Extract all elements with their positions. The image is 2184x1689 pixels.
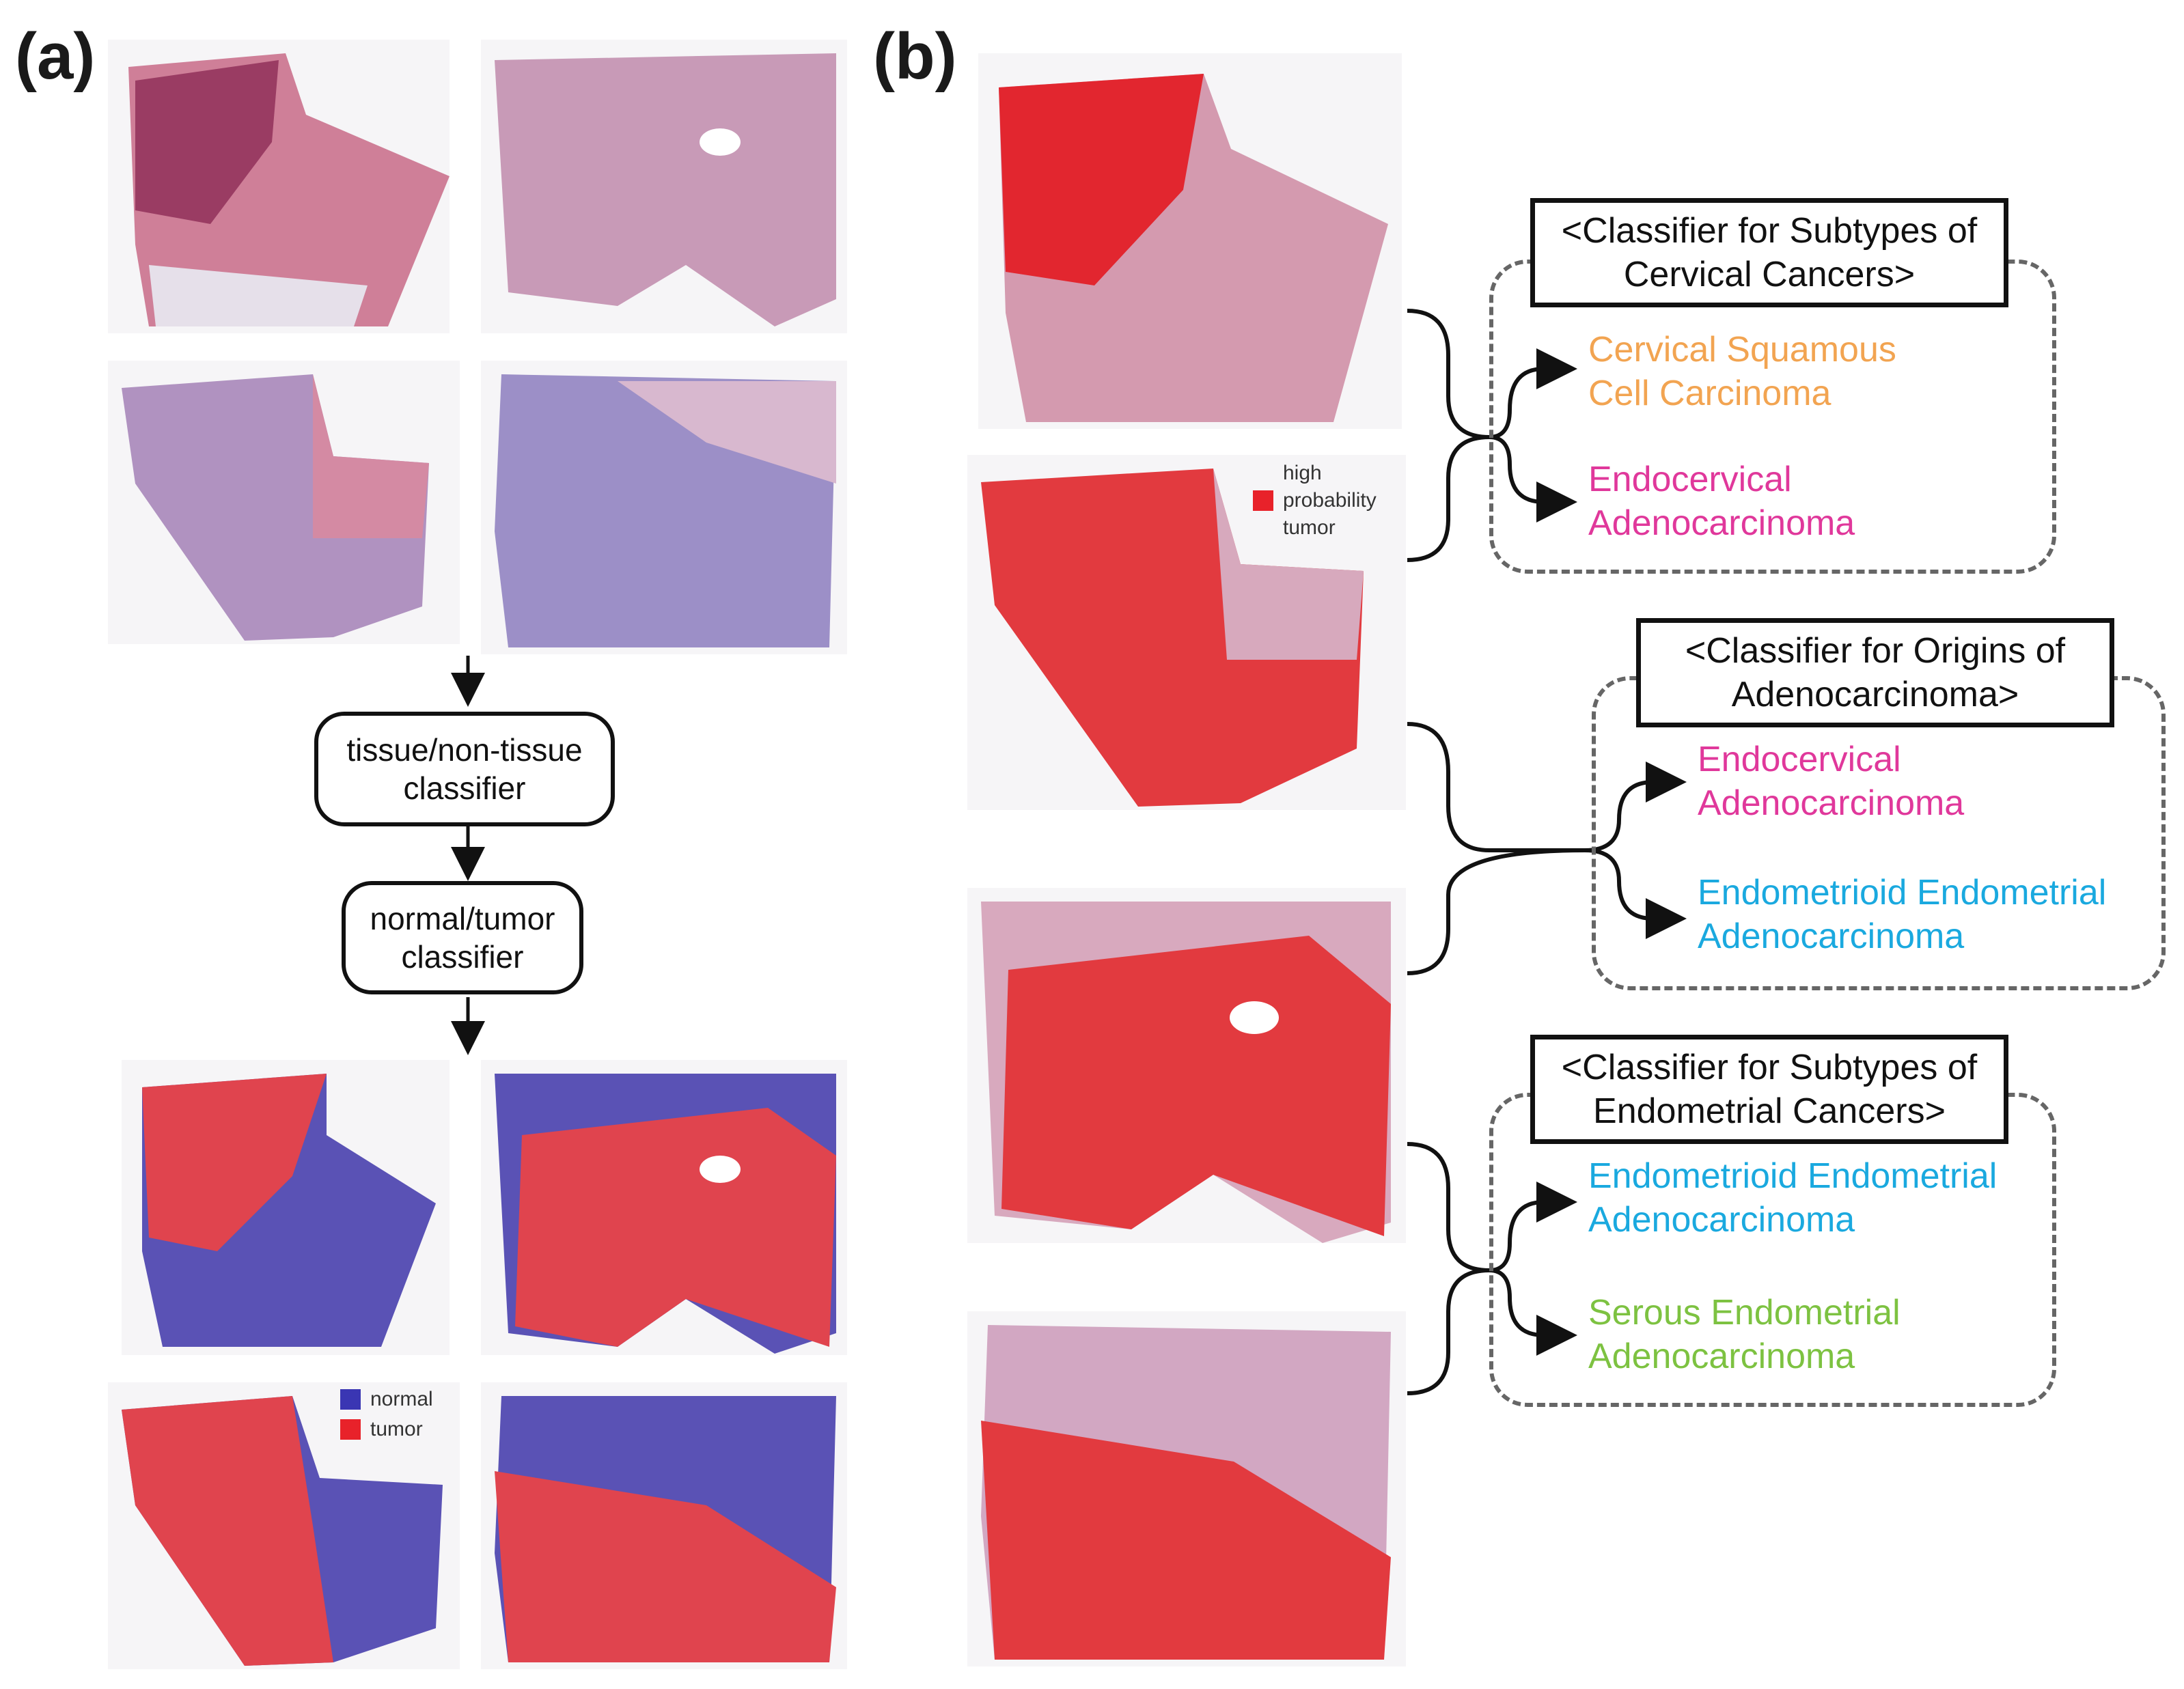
legend-tumor-line3: tumor — [1253, 516, 1336, 540]
prob-slide-3 — [967, 888, 1406, 1243]
prob-slide-2: high probability tumor — [967, 455, 1406, 810]
mask-slide-4 — [481, 1382, 847, 1669]
prob-slide-4 — [967, 1311, 1406, 1666]
he-slide-4 — [481, 361, 847, 654]
serous-output: Serous Endometrial Adenocarcinoma — [1588, 1293, 1900, 1376]
panel-b-label: (b) — [873, 20, 957, 93]
panel-a-label: (a) — [15, 20, 96, 93]
endocervical-output-1: Endocervical Adenocarcinoma — [1588, 460, 1855, 543]
tumor-classifier-box: normal/tumor classifier — [342, 881, 583, 994]
mask-slide-1 — [122, 1060, 450, 1355]
endometrioid-output-2: Endometrioid Endometrial Adenocarcinoma — [1588, 1156, 1998, 1240]
legend-high-text: high — [1283, 462, 1322, 484]
legend-probability-text: probability — [1283, 489, 1377, 512]
he-slide-1 — [108, 40, 450, 333]
endocervical-output-2: Endocervical Adenocarcinoma — [1698, 740, 1965, 823]
legend-tumor-text: tumor — [1283, 516, 1336, 539]
high-prob-swatch — [1253, 490, 1273, 511]
tumor-swatch — [340, 1419, 361, 1440]
tissue-classifier-box: tissue/non-tissue classifier — [314, 712, 615, 826]
legend-tumor: tumor — [340, 1418, 423, 1441]
he-slide-3 — [108, 361, 460, 644]
legend-normal-label: normal — [370, 1388, 433, 1410]
origins-classifier-title: <Classifier for Origins of Adenocarcinom… — [1636, 618, 2114, 727]
legend-normal: normal — [340, 1388, 433, 1411]
prob-slide-1 — [978, 53, 1402, 429]
normal-swatch — [340, 1389, 361, 1410]
legend-probability: probability — [1253, 489, 1377, 512]
he-slide-2 — [481, 40, 847, 333]
legend-high-line1: high — [1253, 462, 1322, 485]
mask-slide-3: normal tumor — [108, 1382, 460, 1669]
endometrial-classifier-title: <Classifier for Subtypes of Endometrial … — [1530, 1035, 2008, 1144]
legend-tumor-label: tumor — [370, 1418, 423, 1440]
mask-slide-2 — [481, 1060, 847, 1355]
cervical-squamous-output: Cervical Squamous Cell Carcinoma — [1588, 330, 1896, 413]
cervical-classifier-title: <Classifier for Subtypes of Cervical Can… — [1530, 198, 2008, 307]
endometrioid-output-1: Endometrioid Endometrial Adenocarcinoma — [1698, 873, 2107, 956]
